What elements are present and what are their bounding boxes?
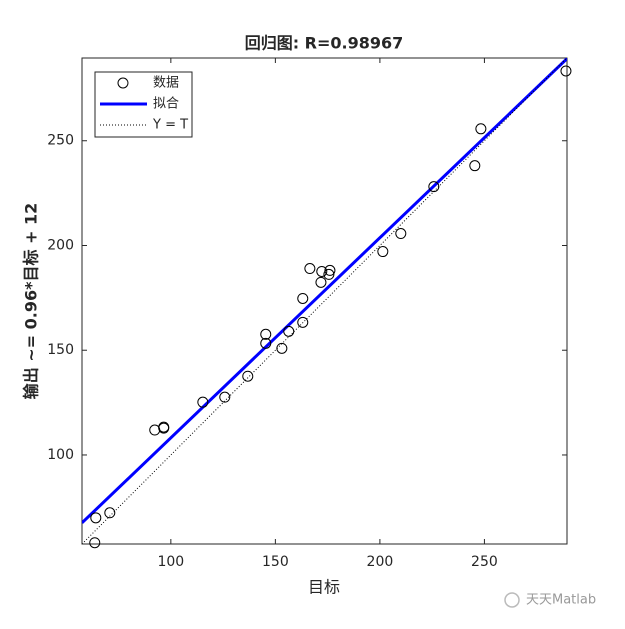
- data-point: [469, 160, 481, 172]
- data-point: [197, 396, 209, 408]
- data-point: [260, 328, 272, 340]
- data-point: [90, 512, 102, 524]
- x-tick-label: 100: [157, 554, 184, 570]
- line: [82, 58, 567, 524]
- legend-label: Y = T: [152, 118, 188, 133]
- watermark-text: 天天Matlab: [526, 593, 596, 608]
- legend-label: 拟合: [153, 97, 179, 112]
- data-point: [324, 264, 336, 276]
- data-point: [315, 276, 327, 288]
- data-point: [242, 370, 254, 382]
- y-axis-label: 输出 ~= 0.96*目标 + 12: [22, 203, 41, 400]
- legend-marker: [117, 77, 129, 89]
- data-point: [158, 421, 170, 433]
- x-tick-label: 250: [471, 554, 498, 570]
- data-point: [89, 537, 101, 549]
- data-point: [260, 337, 272, 349]
- watermark: 天天Matlab: [504, 592, 596, 608]
- watermark-icon: [504, 592, 520, 608]
- x-axis-label: 目标: [308, 578, 340, 597]
- data-point: [304, 263, 316, 275]
- data-point: [219, 391, 231, 403]
- chart-title: 回归图: R=0.98967: [245, 34, 404, 53]
- data-point: [276, 342, 288, 354]
- data-point: [560, 65, 572, 77]
- data-point: [297, 316, 309, 328]
- x-tick-label: 150: [262, 554, 289, 570]
- x-tick-label: 200: [367, 554, 394, 570]
- data-point: [428, 181, 440, 193]
- data-point: [316, 265, 328, 277]
- data-point: [283, 325, 295, 337]
- data-point: [104, 507, 116, 519]
- y-tick-label: 150: [47, 342, 74, 358]
- data-point: [377, 246, 389, 258]
- line: [82, 58, 567, 544]
- y-tick-label: 100: [47, 447, 74, 463]
- legend-label: 数据: [153, 76, 179, 91]
- data-point: [475, 123, 487, 135]
- data-point: [323, 268, 335, 280]
- y-tick-label: 250: [47, 133, 74, 149]
- data-point: [395, 228, 407, 240]
- data-point: [297, 292, 309, 304]
- y-tick-label: 200: [47, 237, 74, 253]
